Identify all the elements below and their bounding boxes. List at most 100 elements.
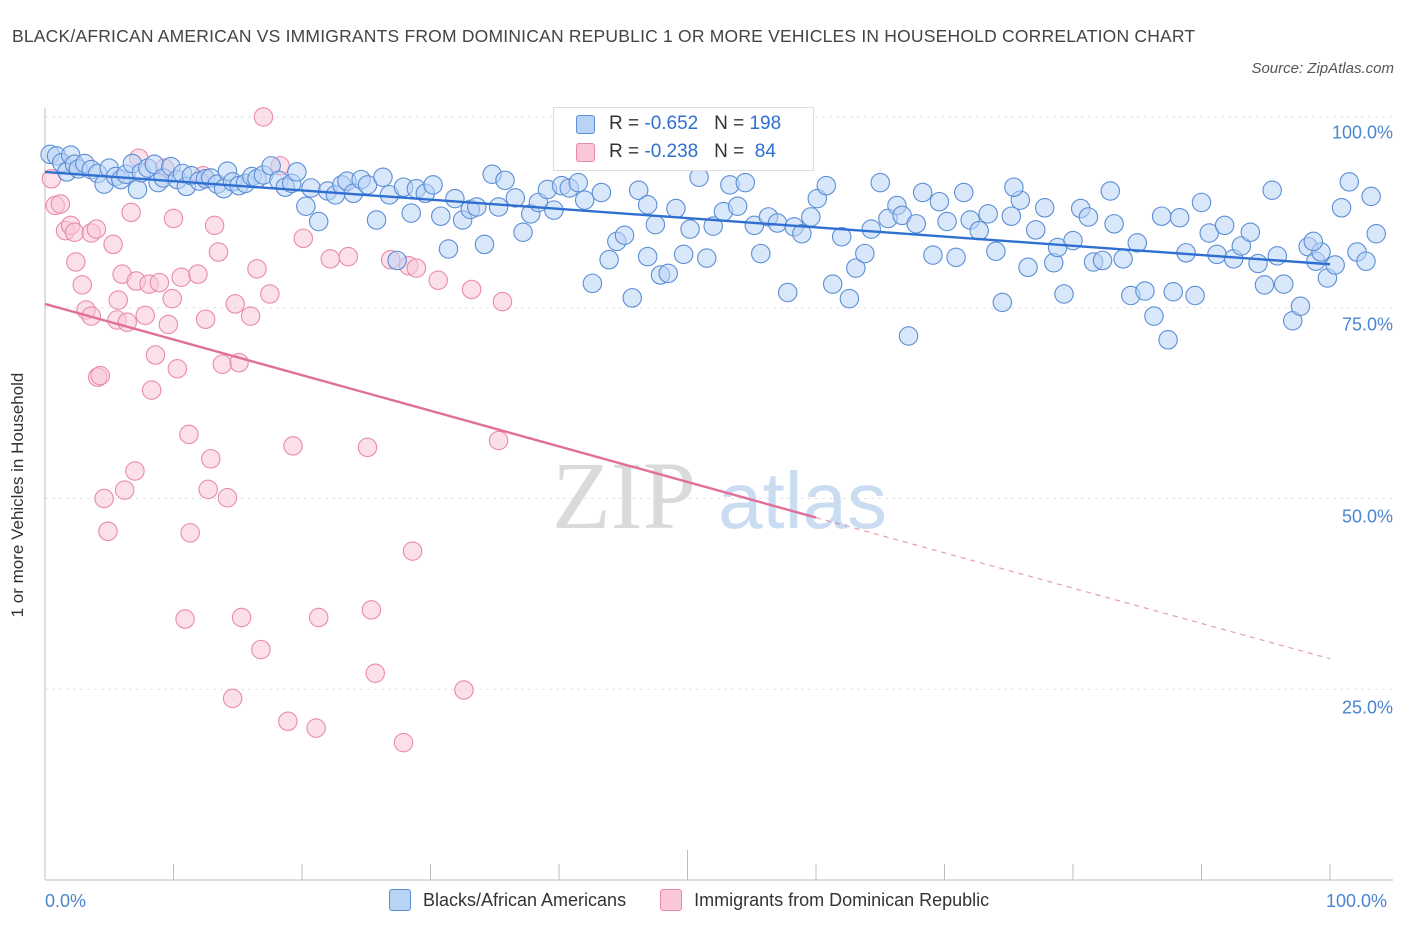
data-point-black: [673, 244, 694, 265]
data-point-black: [680, 219, 700, 239]
data-point-black: [870, 172, 890, 193]
data-point-black: [1267, 246, 1288, 266]
r-label: R =: [609, 141, 645, 162]
data-point-dominican: [103, 234, 123, 255]
data-point-dominican: [98, 521, 118, 542]
data-point-black: [474, 234, 495, 255]
data-point-black: [969, 220, 989, 241]
data-point-black: [373, 167, 393, 188]
data-point-black: [986, 241, 1006, 262]
data-point-dominican: [278, 711, 298, 732]
data-point-dominican: [320, 249, 341, 269]
data-point-black: [1104, 214, 1124, 234]
y-tick-100: 100.0%: [1331, 122, 1393, 143]
data-point-black: [1290, 296, 1311, 316]
data-point-black: [946, 247, 966, 268]
data-point-black: [1127, 233, 1148, 253]
data-point-dominican: [406, 258, 427, 278]
data-point-black: [1034, 198, 1055, 218]
series-dominican-points: [41, 107, 734, 753]
trend-line-dominican: [44, 302, 817, 519]
data-point-black: [1054, 284, 1074, 304]
data-point-black: [1248, 253, 1268, 274]
data-point-dominican: [94, 488, 114, 509]
trend-lines: [44, 170, 1331, 660]
data-point-dominican: [357, 437, 378, 458]
data-point-black: [929, 191, 950, 212]
n-value-dominican: 84: [749, 141, 776, 162]
data-point-black: [574, 190, 595, 210]
legend-item-dominican[interactable]: Immigrants from Dominican Republic: [660, 889, 989, 911]
data-point-black: [1185, 285, 1205, 306]
data-point-black: [1356, 251, 1376, 271]
data-point-dominican: [306, 718, 326, 738]
y-tick-25: 25.0%: [1341, 697, 1393, 718]
data-point-black: [513, 222, 533, 242]
data-point-black: [1025, 220, 1046, 240]
data-point-dominican: [86, 219, 107, 239]
legend-label-black: Blacks/African Americans: [423, 889, 627, 910]
data-point-black: [1273, 274, 1294, 294]
data-point-black: [1078, 207, 1099, 227]
data-point-black: [1001, 206, 1022, 226]
legend-swatch-pink: [576, 142, 595, 162]
data-point-dominican: [188, 264, 208, 284]
data-point-black: [1331, 198, 1352, 218]
data-point-dominican: [201, 449, 221, 469]
data-point-black: [912, 182, 933, 203]
data-point-black: [1361, 186, 1381, 207]
data-point-black: [401, 203, 421, 223]
data-point-black: [1240, 222, 1261, 242]
data-point-black: [628, 180, 649, 200]
data-point-black: [777, 282, 798, 303]
data-point-black: [495, 170, 515, 191]
data-point-dominican: [402, 541, 423, 561]
data-point-black: [801, 207, 821, 227]
r-value-dominican: -0.238: [644, 141, 699, 162]
data-point-dominican: [114, 480, 135, 500]
y-tick-75: 75.0%: [1341, 314, 1393, 335]
data-point-black: [861, 219, 882, 239]
x-tick-100: 100.0%: [1326, 891, 1388, 911]
data-point-dominican: [72, 275, 93, 295]
data-point-dominican: [225, 294, 245, 314]
data-point-black: [697, 248, 717, 268]
data-point-dominican: [251, 639, 271, 660]
trend-line-black: [44, 170, 1331, 266]
data-point-black: [622, 288, 642, 308]
data-point-dominican: [179, 424, 199, 445]
n-label: N =: [714, 141, 750, 162]
data-point-dominican: [283, 436, 303, 456]
series-legend: Blacks/African Americans Immigrants from…: [389, 889, 1023, 911]
data-point-dominican: [158, 314, 179, 335]
data-point-black: [1262, 180, 1282, 200]
data-point-dominican: [253, 107, 274, 127]
data-point-black: [366, 210, 387, 230]
data-point-black: [1135, 281, 1155, 301]
data-point-black: [727, 196, 748, 217]
data-point-black: [978, 204, 998, 224]
data-point-black: [431, 206, 451, 226]
n-label: N =: [714, 113, 750, 134]
correlation-legend: R = -0.652 N = 198 R = -0.238 N = 84: [553, 107, 814, 171]
data-point-black: [792, 223, 812, 244]
data-point-black: [645, 214, 666, 235]
legend-swatch-blue: [389, 889, 411, 911]
source-label: Source: ZipAtlas.com: [1251, 60, 1394, 77]
data-point-black: [1303, 231, 1324, 252]
data-point-black: [735, 172, 756, 193]
data-point-dominican: [204, 215, 225, 236]
data-point-black: [954, 182, 974, 203]
data-point-dominican: [135, 305, 155, 326]
legend-item-black[interactable]: Blacks/African Americans: [389, 889, 626, 911]
data-point-black: [1231, 236, 1252, 256]
data-point-black: [568, 172, 589, 193]
data-point-dominican: [163, 208, 184, 229]
data-point-dominican: [212, 354, 233, 374]
data-point-black: [423, 175, 443, 195]
data-point-black: [1191, 192, 1212, 213]
data-point-black: [1113, 249, 1133, 269]
data-point-black: [614, 225, 635, 246]
data-point-black: [1199, 223, 1219, 243]
data-point-dominican: [167, 359, 188, 379]
